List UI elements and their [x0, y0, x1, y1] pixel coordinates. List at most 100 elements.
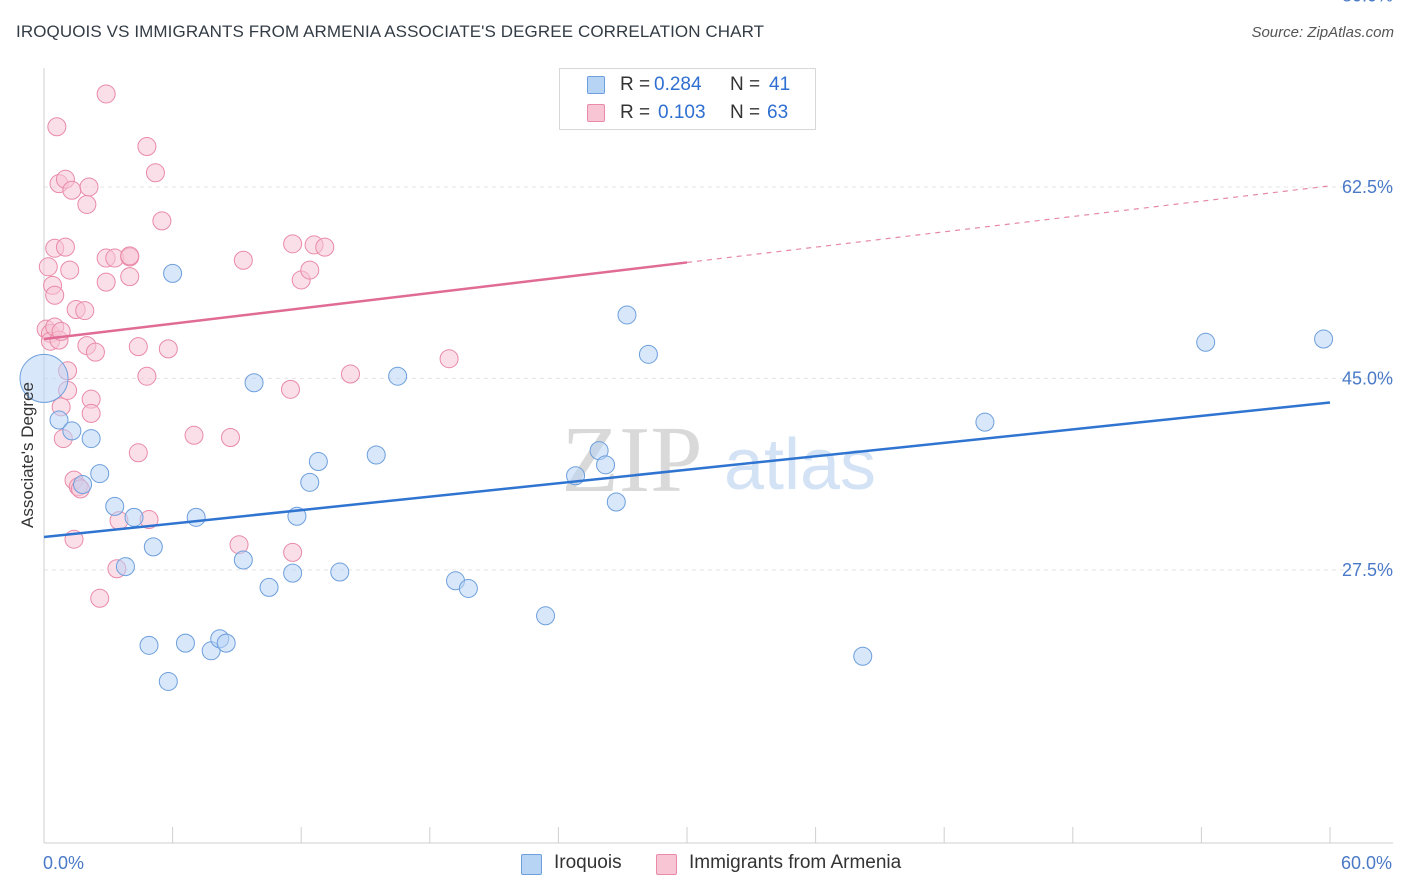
armenia-point [315, 237, 335, 257]
iroquois-point [73, 475, 93, 495]
y-axis-label: Associate's Degree [18, 382, 37, 528]
legend-n-label: N = [730, 74, 761, 95]
iroquois-point [596, 455, 616, 475]
iroquois-point [143, 537, 163, 557]
iroquois-point [975, 412, 995, 432]
iroquois-point [308, 452, 328, 472]
iroquois-point [606, 492, 626, 512]
axes [43, 68, 1393, 844]
y-tick-label: 27.5% [1342, 560, 1393, 580]
iroquois-point [366, 445, 386, 465]
armenia-point [283, 234, 303, 254]
iroquois-point [186, 507, 206, 527]
armenia-point [233, 250, 253, 270]
y-tick-label: 80.0% [1342, 0, 1393, 6]
armenia-point [158, 339, 178, 359]
series-label-iroquois: Iroquois [554, 852, 622, 873]
iroquois-point [81, 429, 101, 449]
armenia-point [137, 366, 157, 386]
iroquois-point [49, 410, 69, 430]
legend-n-label: N = [730, 102, 761, 123]
legend-r-value: 0.284 [654, 74, 702, 95]
armenia-point [184, 425, 204, 445]
tick-labels: 27.5% 45.0% 62.5% 80.0% 0.0% 60.0% [43, 0, 1393, 873]
legend-r-label: R = [620, 74, 651, 95]
legend-swatch-armenia [587, 104, 605, 122]
iroquois-point [458, 578, 478, 598]
legend-swatch-iroquois [587, 76, 605, 94]
watermark-zip: ZIP [562, 408, 703, 512]
armenia-point [128, 337, 148, 357]
iroquois-point [388, 366, 408, 386]
armenia-trend-line [43, 261, 688, 341]
iroquois-point [244, 373, 264, 393]
legend: R = 0.284 N = 41 R = 0.103 N = 63 [559, 68, 816, 130]
armenia-point [137, 136, 157, 156]
armenia-point [96, 84, 116, 104]
iroquois-point [158, 671, 178, 691]
chart-title: IROQUOIS VS IMMIGRANTS FROM ARMENIA ASSO… [16, 22, 765, 41]
iroquois-point [175, 633, 195, 653]
iroquois-point [536, 606, 556, 626]
armenia-point [96, 272, 116, 292]
iroquois-point [638, 344, 658, 364]
iroquois-point [105, 496, 125, 516]
iroquois-point [233, 550, 253, 570]
armenia-point [47, 117, 67, 137]
armenia-point [152, 211, 172, 231]
iroquois-point [115, 557, 135, 577]
y-tick-label: 45.0% [1342, 368, 1393, 388]
legend-row-iroquois: R = 0.284 N = 41 [560, 73, 817, 99]
iroquois-point [163, 263, 183, 283]
iroquois-point [617, 305, 637, 325]
armenia-point [60, 260, 80, 280]
legend-n-value: 63 [767, 102, 789, 123]
iroquois-point [330, 562, 350, 582]
data-points [19, 84, 1334, 691]
grid-lines [44, 186, 1392, 571]
armenia-point [340, 364, 360, 384]
watermark: ZIP atlas [562, 408, 877, 512]
legend-row-armenia: R = 0.103 N = 63 [560, 101, 817, 127]
iroquois-point [62, 421, 82, 441]
iroquois-point [216, 633, 236, 653]
armenia-point [55, 237, 75, 257]
armenia-point [120, 267, 140, 287]
iroquois-point [1196, 332, 1216, 352]
iroquois-point [853, 646, 873, 666]
series-swatch-armenia [656, 854, 677, 875]
series-swatch-iroquois [521, 854, 542, 875]
iroquois-point [259, 577, 279, 597]
watermark-atlas: atlas [724, 425, 876, 505]
armenia-point [62, 180, 82, 200]
iroquois-point [283, 563, 303, 583]
armenia-point [439, 349, 459, 369]
armenia-point [45, 285, 65, 305]
iroquois-point [90, 464, 110, 484]
armenia-point [85, 342, 105, 362]
armenia-point [77, 194, 97, 214]
armenia-point [283, 542, 303, 562]
source-label: Source: ZipAtlas.com [1251, 24, 1394, 41]
armenia-point [90, 588, 110, 608]
iroquois-trend-line [43, 401, 1331, 539]
legend-r-value: 0.103 [658, 102, 706, 123]
armenia-point [75, 301, 95, 321]
armenia-point [38, 257, 58, 277]
iroquois-point [300, 472, 320, 492]
y-tick-label: 62.5% [1342, 177, 1393, 197]
legend-r-label: R = [620, 102, 651, 123]
legend-n-value: 41 [769, 74, 791, 95]
x-tick-label: 60.0% [1341, 853, 1392, 873]
series-label-armenia: Immigrants from Armenia [689, 852, 902, 873]
trend-lines [43, 185, 1331, 539]
armenia-point [81, 403, 101, 423]
iroquois-point [19, 353, 69, 403]
armenia-trend-extension [686, 185, 1331, 264]
iroquois-point [139, 635, 159, 655]
x-tick-label: 0.0% [43, 853, 84, 873]
iroquois-point [1314, 329, 1334, 349]
armenia-point [220, 427, 240, 447]
armenia-point [145, 163, 165, 183]
